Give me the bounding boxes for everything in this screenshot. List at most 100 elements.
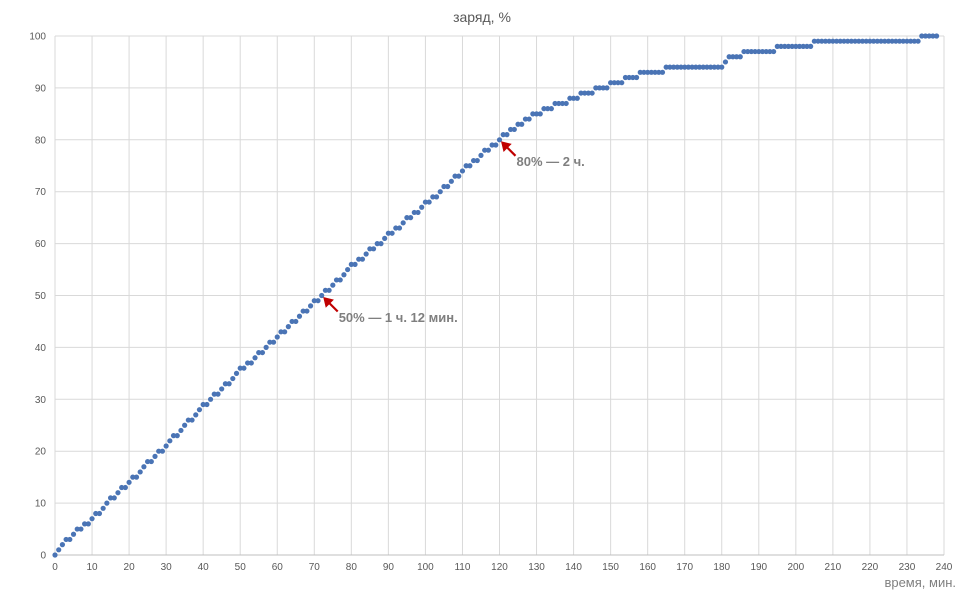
data-point [126, 479, 132, 485]
x-tick-label: 180 [713, 562, 730, 573]
data-point [474, 157, 480, 164]
data-point [274, 334, 280, 340]
data-point [215, 391, 221, 397]
data-point [285, 324, 291, 330]
data-series [52, 33, 940, 558]
annotation-arrow [323, 297, 339, 313]
data-point [270, 339, 277, 345]
data-point [745, 48, 751, 55]
data-point [211, 391, 217, 397]
data-point [467, 163, 473, 169]
data-point [226, 381, 232, 387]
data-point [682, 64, 688, 70]
data-point [537, 111, 543, 117]
data-point [341, 272, 347, 278]
data-point [178, 427, 184, 434]
data-point [822, 38, 829, 44]
data-point [874, 38, 880, 44]
data-point [511, 126, 517, 133]
data-point [204, 401, 210, 408]
data-point [78, 526, 84, 532]
data-point [648, 69, 654, 75]
data-point [152, 453, 158, 459]
data-point [719, 64, 725, 70]
data-point [96, 510, 103, 517]
y-tick-label: 90 [35, 83, 47, 94]
data-point [326, 287, 332, 293]
data-point [148, 458, 154, 465]
data-point [104, 500, 110, 506]
data-point [319, 292, 325, 299]
data-point [830, 38, 836, 44]
data-point [893, 38, 899, 44]
data-point [908, 38, 914, 44]
data-point [422, 199, 429, 205]
data-point [882, 38, 888, 44]
data-point [563, 100, 569, 107]
data-point [852, 38, 858, 44]
data-point [900, 38, 906, 44]
y-tick-label: 70 [35, 187, 47, 198]
data-point [708, 64, 714, 70]
data-point [685, 64, 692, 70]
data-point [526, 116, 532, 122]
data-point [582, 90, 588, 96]
x-tick-label: 220 [862, 562, 879, 573]
data-point [715, 64, 721, 70]
data-point [763, 48, 769, 55]
data-point [404, 215, 410, 221]
data-point [819, 38, 825, 44]
data-point [785, 43, 792, 49]
data-point [841, 38, 847, 44]
data-point [174, 433, 180, 439]
data-point [245, 360, 251, 366]
annotation-arrow [501, 141, 517, 157]
data-point [667, 64, 673, 70]
data-point [363, 251, 369, 257]
data-point [500, 132, 506, 138]
data-point [633, 74, 640, 81]
data-point [778, 43, 784, 49]
data-point [519, 121, 525, 127]
data-point [726, 54, 732, 60]
data-point [85, 521, 91, 527]
data-point [845, 38, 851, 44]
data-point [808, 43, 814, 49]
data-point [337, 277, 343, 283]
data-point [141, 464, 147, 470]
data-point [793, 43, 799, 49]
data-point [885, 38, 892, 44]
data-point [626, 74, 632, 81]
data-point [700, 64, 706, 70]
data-point [293, 318, 299, 325]
data-point [393, 225, 399, 231]
y-tick-label: 50 [35, 291, 47, 302]
data-point [733, 54, 740, 60]
data-point [771, 48, 777, 55]
data-point [145, 458, 151, 465]
data-point [252, 355, 258, 361]
x-tick-label: 40 [198, 562, 210, 573]
data-point [63, 536, 69, 543]
data-point [333, 277, 340, 283]
data-point [800, 43, 806, 49]
data-point [608, 80, 614, 86]
data-point [496, 137, 503, 143]
y-tick-label: 10 [35, 499, 47, 510]
data-point [922, 33, 929, 39]
x-tick-label: 210 [825, 562, 842, 573]
data-point [767, 48, 773, 55]
data-point [437, 189, 443, 195]
x-tick-label: 200 [787, 562, 804, 573]
x-tick-label: 80 [346, 562, 358, 573]
x-tick-label: 20 [124, 562, 136, 573]
data-point [548, 106, 554, 112]
data-point [259, 349, 266, 356]
grid-lines [54, 35, 945, 555]
data-point [593, 85, 599, 91]
data-point [408, 215, 414, 221]
data-point [530, 111, 536, 117]
x-tick-label: 120 [491, 562, 508, 573]
data-point [674, 64, 680, 70]
x-tick-label: 90 [383, 562, 395, 573]
